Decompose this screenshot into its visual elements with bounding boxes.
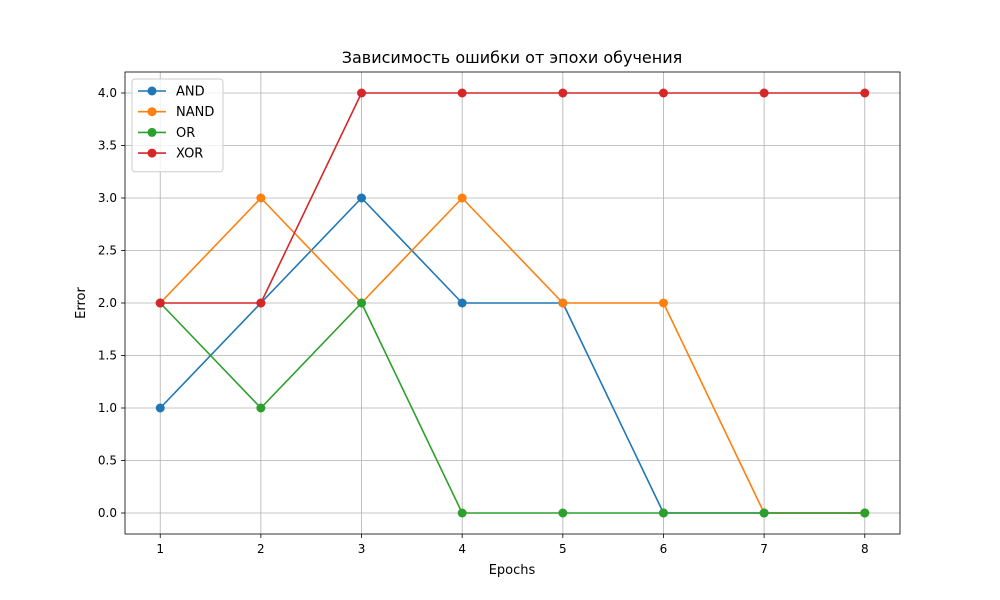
series-line-or: [159, 302, 865, 514]
legend-label-nand: NAND: [176, 105, 214, 120]
data-point-or: [256, 403, 266, 413]
data-point-xor: [457, 88, 467, 98]
data-point-xor: [558, 88, 568, 98]
y-tick-label: 4.0: [98, 86, 117, 100]
x-tick-label: 4: [458, 542, 466, 556]
y-tick-label: 2.0: [98, 296, 117, 310]
data-point-xor: [155, 298, 165, 308]
chart-title: Зависимость ошибки от эпохи обучения: [342, 48, 683, 67]
axis-ticks: 1 2 3 4 5 6 7 8 0.0 0.5 1.0 1.5 2.0 2.5 3.0 3.5 4.0: [98, 86, 869, 556]
y-tick-label: 3.0: [98, 191, 117, 205]
legend-marker-and: [147, 86, 157, 96]
series-layer: [155, 88, 870, 518]
legend-item-nand: NAND: [138, 105, 214, 120]
data-point-or: [860, 508, 870, 518]
legend: AND NAND OR XOR: [131, 78, 224, 173]
series-xor: [155, 88, 870, 308]
data-point-or: [558, 508, 568, 518]
x-tick-label: 6: [660, 542, 668, 556]
data-point-and: [357, 193, 367, 203]
legend-box: [131, 78, 224, 173]
data-point-or: [357, 298, 367, 308]
data-point-xor: [658, 88, 668, 98]
x-tick-label: 7: [760, 542, 768, 556]
x-axis-label: Epochs: [489, 563, 536, 578]
legend-label-and: AND: [176, 85, 205, 100]
legend-marker-nand: [147, 107, 157, 117]
y-tick-label: 3.5: [98, 139, 117, 153]
x-tick-label: 1: [156, 542, 164, 556]
y-tick-label: 1.5: [98, 349, 117, 363]
y-tick-label: 0.0: [98, 506, 117, 520]
x-tick-label: 3: [358, 542, 366, 556]
series-line-nand: [159, 197, 865, 514]
legend-item-and: AND: [138, 85, 205, 100]
data-point-xor: [256, 298, 266, 308]
y-tick-label: 0.5: [98, 454, 117, 468]
data-point-nand: [457, 193, 467, 203]
data-point-nand: [558, 298, 568, 308]
data-point-or: [759, 508, 769, 518]
data-point-nand: [256, 193, 266, 203]
data-point-or: [658, 508, 668, 518]
series-line-xor: [160, 92, 865, 304]
x-tick-label: 2: [257, 542, 265, 556]
x-tick-label: 5: [559, 542, 567, 556]
y-axis-label: Error: [74, 287, 89, 319]
data-point-xor: [759, 88, 769, 98]
x-tick-label: 8: [861, 542, 869, 556]
legend-item-xor: XOR: [138, 147, 203, 162]
data-point-and: [155, 403, 165, 413]
data-point-xor: [357, 88, 367, 98]
data-point-and: [457, 298, 467, 308]
data-point-xor: [860, 88, 870, 98]
legend-label-or: OR: [176, 126, 195, 141]
y-tick-label: 2.5: [98, 244, 117, 258]
y-tick-label: 1.0: [98, 401, 117, 415]
legend-label-xor: XOR: [176, 147, 203, 162]
data-point-nand: [658, 298, 668, 308]
legend-item-or: OR: [138, 126, 195, 141]
legend-marker-xor: [147, 148, 157, 158]
data-point-or: [457, 508, 467, 518]
legend-marker-or: [147, 127, 157, 137]
